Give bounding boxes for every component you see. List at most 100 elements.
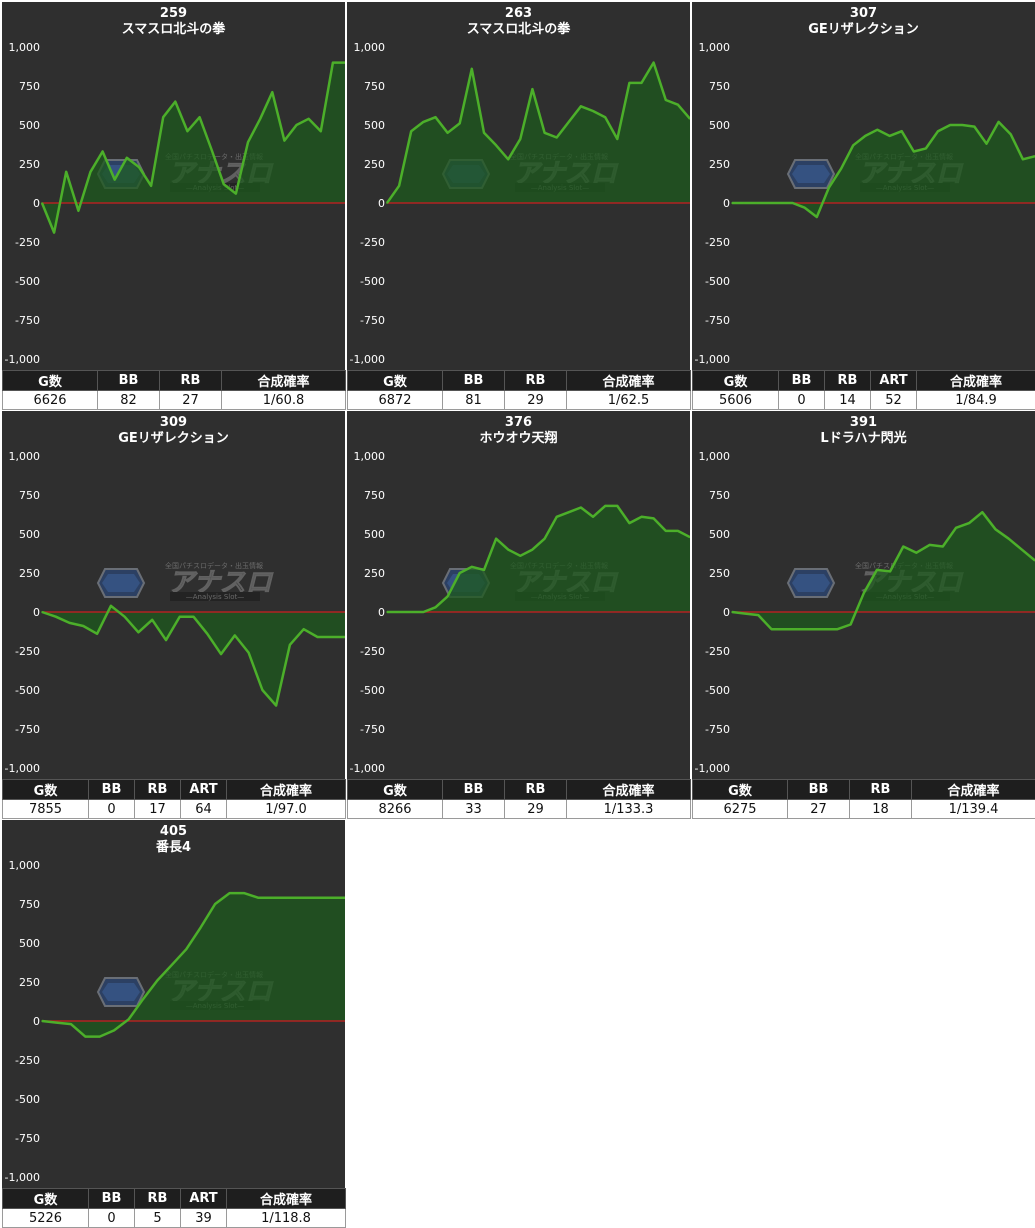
data-point	[592, 516, 594, 518]
data-point	[275, 705, 277, 707]
data-point	[207, 633, 209, 635]
y-tick-label: 250	[19, 567, 40, 580]
chart-panel: 1,0007505002500-250-500-750-1,000アナスロ全国パ…	[2, 2, 345, 408]
data-point	[471, 68, 473, 70]
stats-value: 17	[135, 800, 181, 819]
data-point	[138, 166, 140, 168]
data-point	[85, 1036, 87, 1038]
stats-value: 82	[98, 391, 160, 410]
y-tick-label: 1,000	[9, 450, 41, 463]
stats-header: 合成確率	[912, 780, 1035, 800]
stats-value: 1/62.5	[567, 391, 691, 410]
data-point	[128, 1019, 130, 1021]
y-tick-label: 750	[19, 898, 40, 911]
data-point	[901, 130, 903, 132]
stats-header: RB	[850, 780, 912, 800]
data-point	[604, 116, 606, 118]
y-tick-label: 500	[364, 528, 385, 541]
chart-title: 376	[347, 415, 690, 431]
data-point	[41, 611, 43, 613]
data-point	[913, 151, 915, 153]
stats-header: BB	[89, 780, 135, 800]
stats-value: 27	[788, 800, 850, 819]
series-area	[387, 63, 690, 203]
y-tick-label: -250	[705, 236, 730, 249]
y-tick-label: 500	[19, 528, 40, 541]
data-point	[301, 897, 303, 899]
data-point	[199, 116, 201, 118]
data-point	[320, 130, 322, 132]
data-point	[248, 652, 250, 654]
stats-value: 0	[89, 1209, 135, 1228]
y-tick-label: -500	[705, 275, 730, 288]
data-point	[758, 614, 760, 616]
data-point	[903, 546, 905, 548]
data-point	[483, 132, 485, 134]
stats-header: RB	[825, 371, 871, 391]
data-point	[187, 130, 189, 132]
stats-header: ART	[871, 371, 917, 391]
y-tick-label: 250	[709, 158, 730, 171]
data-point	[200, 927, 202, 929]
y-tick-label: -500	[360, 684, 385, 697]
stats-header: BB	[788, 780, 850, 800]
data-point	[287, 897, 289, 899]
chart-title: 263	[347, 6, 690, 22]
data-point	[942, 546, 944, 548]
data-point	[507, 549, 509, 551]
y-tick-label: -750	[15, 1132, 40, 1145]
data-point	[234, 635, 236, 637]
data-point	[229, 892, 231, 894]
data-point	[962, 124, 964, 126]
data-point	[998, 121, 1000, 123]
data-point	[243, 892, 245, 894]
data-point	[916, 552, 918, 554]
data-point	[653, 518, 655, 520]
chart-area: 1,0007505002500-250-500-750-1,000アナスロ全国パ…	[347, 2, 690, 370]
data-point	[495, 538, 497, 540]
data-point	[398, 185, 400, 187]
stats-header: 合成確率	[227, 780, 346, 800]
y-tick-label: 250	[19, 976, 40, 989]
series-area	[42, 606, 345, 706]
data-point	[828, 187, 830, 189]
data-point	[110, 605, 112, 607]
stats-header: G数	[3, 1189, 89, 1209]
chart-area: 1,0007505002500-250-500-750-1,000アナスロ全国パ…	[2, 2, 345, 370]
data-point	[186, 948, 188, 950]
stats-header: 合成確率	[567, 371, 691, 391]
y-tick-label: 750	[19, 80, 40, 93]
data-point	[840, 168, 842, 170]
stats-header: G数	[693, 371, 779, 391]
y-tick-label: -1,000	[350, 353, 385, 366]
data-point	[193, 616, 195, 618]
data-point	[447, 596, 449, 598]
data-point	[889, 571, 891, 573]
data-point	[604, 505, 606, 507]
data-point	[165, 639, 167, 641]
data-point	[677, 530, 679, 532]
data-point	[99, 1036, 101, 1038]
data-point	[410, 130, 412, 132]
y-tick-label: 0	[378, 606, 385, 619]
y-tick-label: 750	[709, 80, 730, 93]
data-point	[863, 593, 865, 595]
stats-header: G数	[3, 780, 89, 800]
stats-value: 5606	[693, 391, 779, 410]
data-point	[157, 980, 159, 982]
data-point	[90, 171, 92, 173]
stats-header: G数	[348, 371, 443, 391]
stats-header: 合成確率	[222, 371, 346, 391]
data-point	[151, 619, 153, 621]
stats-header: 合成確率	[227, 1189, 346, 1209]
chart-plot: 1,0007505002500-250-500-750-1,000アナスロ全国パ…	[2, 411, 345, 779]
data-point	[259, 118, 261, 120]
